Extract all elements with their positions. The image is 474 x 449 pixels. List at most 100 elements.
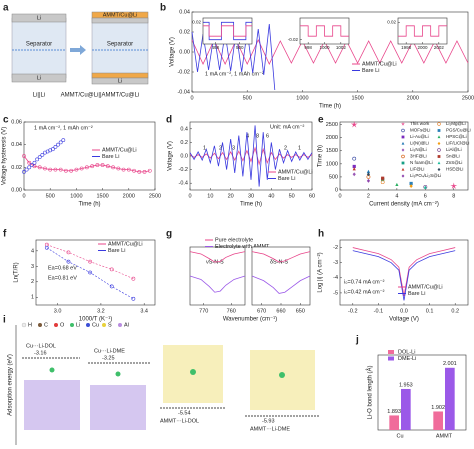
y-tick-label: 0.4 (180, 126, 188, 132)
panel-label: e (318, 115, 324, 126)
plot-frame (189, 246, 246, 306)
y-axis-label: Time (h) (318, 145, 324, 167)
plot-frame (251, 246, 311, 306)
legend-label: N foam@Li (410, 160, 433, 165)
x-tick-label: 10 (207, 193, 213, 199)
legend-label: Li(Ni)@Li (410, 141, 429, 146)
marker (109, 267, 114, 272)
plot-frame (202, 17, 253, 45)
panel-label: b (160, 3, 166, 14)
x-axis-label: Wavenumber (cm⁻¹) (223, 317, 277, 323)
legend-label: LiAl@Li (446, 147, 462, 152)
element: O (60, 322, 65, 328)
marker (401, 135, 405, 139)
element: H (28, 322, 32, 328)
x-tick-label: 1000 (296, 95, 308, 101)
x-tick-label: 1998 (401, 45, 412, 50)
panel-i: i Adsorption energy (eV) H C O Li Cu S A… (3, 315, 320, 445)
y-tick-label: 0.02 (11, 165, 22, 171)
marker (58, 140, 63, 145)
legend-label: HPSC@Li (446, 134, 467, 139)
marker (35, 157, 40, 162)
y-axis-label: Log |i| (A cm⁻²) (318, 252, 324, 292)
atom (38, 323, 42, 327)
legend-label: Bare Li (408, 291, 425, 297)
legend-label: Sn@Li (446, 154, 460, 159)
annotation: 6 (266, 133, 269, 139)
bar (445, 367, 455, 430)
y-tick-label: 0 (335, 187, 338, 193)
series-line (46, 244, 134, 279)
legend-label: AMMT/Cu@Li (102, 147, 137, 153)
panel-label: h (318, 229, 324, 240)
x-axis-label: Voltage (V) (389, 317, 419, 323)
atom (279, 372, 285, 378)
marker (61, 138, 66, 143)
y-tick-label: -5 (333, 290, 338, 296)
electrode-label: AMMT/Cu@Li (103, 12, 138, 18)
marker (69, 168, 74, 173)
marker (66, 250, 71, 255)
x-tick-label: Cu (396, 433, 403, 439)
y-tick-label: 0.02 (179, 29, 190, 35)
annotation: 2 (219, 145, 222, 151)
y-tick-label: 0.0 (180, 153, 188, 159)
marker (66, 259, 71, 264)
x-tick-label: 30 (248, 193, 254, 199)
marker (29, 163, 34, 167)
value-label: 1.953 (399, 382, 413, 388)
marker (437, 161, 441, 165)
x-tick-label: 0 (188, 193, 191, 199)
plot-frame (35, 239, 156, 306)
marker (22, 169, 26, 174)
marker (352, 164, 356, 169)
bar (401, 388, 411, 430)
atom (115, 371, 121, 377)
legend-label: Bare Li (362, 68, 379, 74)
legend-swatch (388, 356, 394, 361)
y-tick-label: 0.02 (192, 20, 201, 25)
x-tick-label: AMMT (436, 433, 453, 439)
cell-body (91, 17, 149, 79)
marker (437, 141, 441, 146)
x-tick-label: 760 (227, 308, 236, 314)
marker (132, 168, 136, 173)
marker (401, 128, 405, 133)
y-tick-label: -0.02 (288, 37, 299, 42)
energy-value: -3.16 (34, 350, 47, 356)
y-tick-label: 500 (329, 174, 338, 180)
electrode (91, 17, 149, 24)
legend-label: LiF/LiCl@Li (446, 141, 469, 146)
legend-label: Electrolyte with AMMT (215, 244, 270, 250)
legend-label: HSE@Li (446, 167, 463, 172)
x-axis-label: Time (h) (78, 202, 100, 208)
marker (401, 167, 405, 171)
x-tick-label: 4 (395, 193, 398, 199)
marker (95, 163, 100, 167)
marker (111, 165, 115, 170)
marker (74, 167, 79, 172)
y-tick-label: -3 (333, 260, 338, 266)
atom (21, 322, 27, 328)
plot-frame (23, 121, 156, 191)
legend-label: Bare Li (102, 154, 119, 160)
x-tick-label: 2500 (149, 193, 161, 199)
y-tick-label: 3 (31, 264, 34, 270)
annotation: Unit: mA cm⁻² (270, 124, 305, 130)
x-tick-label: 2002 (434, 45, 445, 50)
atom (118, 323, 122, 327)
energy-value: -5.93 (262, 418, 275, 424)
x-tick-label: 3.2 (97, 308, 105, 314)
x-tick-label: 1000 (319, 45, 330, 50)
electrode (11, 73, 67, 83)
legend-label: Li-Au@Li (410, 134, 429, 139)
marker (58, 167, 63, 172)
element: Li (76, 322, 80, 328)
x-axis-label: Current density (mA cm⁻²) (369, 202, 439, 208)
panel-label: c (3, 115, 9, 126)
bar (433, 411, 443, 430)
series-line (352, 250, 456, 301)
series-line (23, 155, 150, 173)
panel-label: j (355, 335, 359, 346)
